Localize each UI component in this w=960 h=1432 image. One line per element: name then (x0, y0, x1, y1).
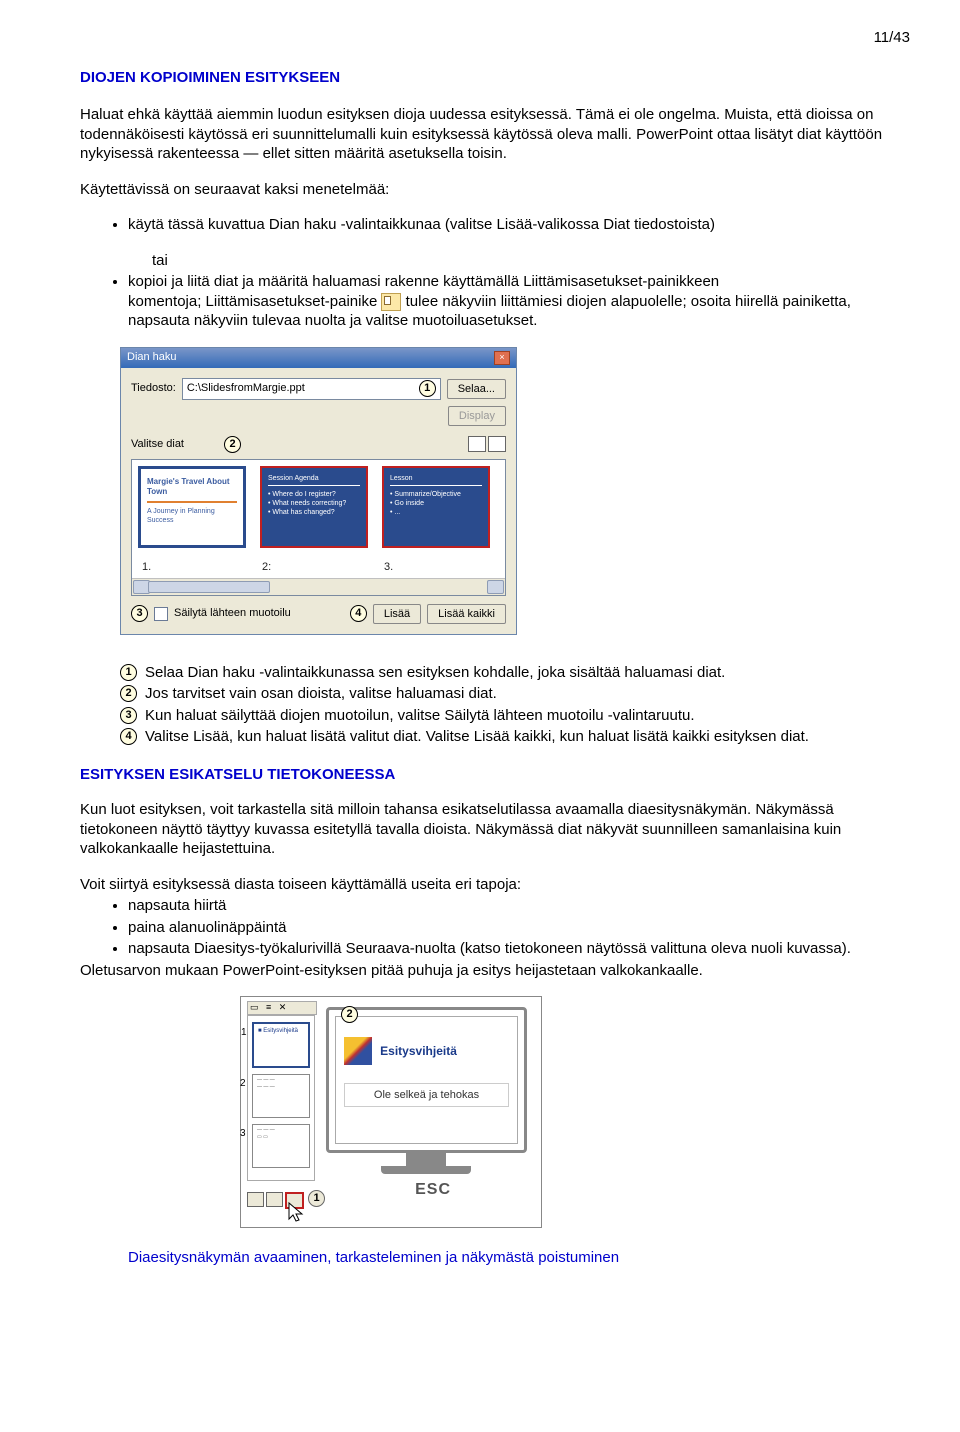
close-icon[interactable]: × (494, 351, 510, 365)
slide-thumbnail[interactable]: Session Agenda • Where do I register?• W… (260, 466, 368, 548)
thumb-title: Margie's Travel About Town (147, 477, 237, 498)
legend-text: Selaa Dian haku -valintaikkunassa sen es… (145, 663, 910, 683)
slide-num: 3 (240, 1127, 246, 1140)
legend-item: 2 Jos tarvitset vain osan dioista, valit… (120, 684, 910, 704)
keep-formatting-checkbox[interactable] (154, 607, 168, 621)
dialog-titlebar: Dian haku × (121, 348, 516, 368)
paragraph-preview-3: Oletusarvon mukaan PowerPoint-esityksen … (80, 961, 910, 981)
file-label: Tiedosto: (131, 381, 176, 395)
monitor-slide-title: Esitysvihjeitä (380, 1044, 457, 1058)
scroll-right-icon[interactable] (487, 580, 504, 594)
slide-label: 3. (384, 560, 393, 574)
dialog-slide-finder: Dian haku × Tiedosto: C:\SlidesfromMargi… (120, 347, 517, 635)
select-slides-label: Valitse diat (131, 437, 184, 451)
browse-button[interactable]: Selaa... (447, 379, 506, 399)
monitor-slide: 2 Esitysvihjeitä Ole selkeä ja tehokas (335, 1016, 518, 1144)
legend-num-3: 3 (120, 707, 137, 724)
navigation-list: napsauta hiirtä paina alanuolinäppäintä … (80, 896, 910, 959)
cursor-icon (287, 1201, 307, 1225)
methods-list-2: kopioi ja liitä diat ja määritä haluamas… (80, 272, 910, 331)
paste-options-icon (381, 293, 401, 311)
file-value: C:\SlidesfromMargie.ppt (187, 381, 305, 395)
scroll-thumb[interactable] (148, 581, 270, 593)
slide-picker: Margie's Travel About Town A Journey in … (131, 459, 506, 596)
callout-fig2-1: 1 (308, 1190, 325, 1207)
list-view-icon[interactable] (488, 436, 506, 452)
callout-3: 3 (131, 605, 148, 622)
thumb-subtitle: A Journey in Planning Success (147, 507, 237, 525)
panel-slide-2[interactable]: 2 — — —— — — (252, 1074, 310, 1118)
panel-slide-1[interactable]: 1 ■ Esitysvihjeitä (252, 1022, 310, 1068)
legend-num-4: 4 (120, 728, 137, 745)
heading-copy-slides: DIOJEN KOPIOIMINEN ESITYKSEEN (80, 68, 910, 88)
legend-text: Valitse Lisää, kun haluat lisätä valitut… (145, 727, 910, 747)
footer-link: Diaesitysnäkymän avaaminen, tarkastelemi… (128, 1248, 910, 1268)
view-buttons[interactable]: 1 (247, 1192, 323, 1209)
slide-panel: 1 ■ Esitysvihjeitä 2 — — —— — — 3 — — —▭… (247, 1015, 315, 1181)
heading-preview: ESITYKSEN ESIKATSELU TIETOKONEESSA (80, 765, 910, 785)
legend-num-2: 2 (120, 685, 137, 702)
slide-accent-icon (344, 1037, 372, 1065)
slide-thumbnail[interactable]: Margie's Travel About Town A Journey in … (138, 466, 246, 548)
horizontal-scrollbar[interactable] (132, 578, 505, 595)
monitor-figure: ▭ ≡ ✕ 1 ■ Esitysvihjeitä 2 — — —— — — 3 … (240, 996, 542, 1228)
text: komentoja; Liittämisasetukset-painike (128, 293, 381, 310)
legend-text: Jos tarvitset vain osan dioista, valitse… (145, 684, 910, 704)
legend-item: 1 Selaa Dian haku -valintaikkunassa sen … (120, 663, 910, 683)
legend-item: 4 Valitse Lisää, kun haluat lisätä valit… (120, 727, 910, 747)
dialog-title-text: Dian haku (127, 350, 177, 364)
slide-num: 1 (241, 1026, 247, 1039)
slide-num: 2 (240, 1077, 246, 1090)
paragraph-methods: Käytettävissä on seuraavat kaksi menetel… (80, 180, 910, 200)
list-item: kopioi ja liitä diat ja määritä haluamas… (128, 272, 910, 331)
callout-4: 4 (350, 605, 367, 622)
callout-fig2-2: 2 (341, 1006, 358, 1023)
display-button[interactable]: Display (448, 406, 506, 426)
esc-label: ESC (415, 1180, 451, 1201)
methods-list: käytä tässä kuvattua Dian haku -valintai… (80, 215, 910, 235)
callout-legend: 1 Selaa Dian haku -valintaikkunassa sen … (120, 663, 910, 747)
list-item: napsauta Diaesitys-työkalurivillä Seuraa… (128, 939, 910, 959)
legend-num-1: 1 (120, 664, 137, 681)
monitor-slide-subtitle: Ole selkeä ja tehokas (344, 1083, 509, 1107)
monitor-screen: 2 Esitysvihjeitä Ole selkeä ja tehokas (326, 1007, 527, 1153)
view-mode-icons[interactable] (468, 436, 506, 452)
figure-monitor: ▭ ≡ ✕ 1 ■ Esitysvihjeitä 2 — — —— — — 3 … (240, 996, 910, 1228)
list-item: napsauta hiirtä (128, 896, 910, 916)
add-all-button[interactable]: Lisää kaikki (427, 604, 506, 624)
thumbnail-view-icon[interactable] (468, 436, 486, 452)
legend-item: 3 Kun haluat säilyttää diojen muotoilun,… (120, 706, 910, 726)
list-item: paina alanuolinäppäintä (128, 918, 910, 938)
slide-thumbnail[interactable]: Lesson • Summarize/Objective• Go inside•… (382, 466, 490, 548)
normal-view-icon[interactable] (247, 1192, 264, 1207)
paragraph-intro: Haluat ehkä käyttää aiemmin luodun esity… (80, 105, 910, 164)
file-input[interactable]: C:\SlidesfromMargie.ppt 1 (182, 378, 441, 400)
figure-slide-finder: Dian haku × Tiedosto: C:\SlidesfromMargi… (120, 347, 910, 635)
paragraph-preview-1: Kun luot esityksen, voit tarkastella sit… (80, 800, 910, 859)
callout-1: 1 (419, 380, 436, 397)
page-number: 11/43 (80, 28, 910, 48)
paragraph-preview-2: Voit siirtyä esityksessä diasta toiseen … (80, 875, 910, 895)
list-item: käytä tässä kuvattua Dian haku -valintai… (128, 215, 910, 235)
text: Haluat ehkä käyttää aiemmin luodun esity… (80, 106, 724, 123)
callout-2: 2 (224, 436, 241, 453)
text: kopioi ja liitä diat ja määritä haluamas… (128, 273, 719, 290)
legend-text: Kun haluat säilyttää diojen muotoilun, v… (145, 706, 910, 726)
tabs: ▭ ≡ ✕ (247, 1001, 317, 1015)
monitor-base (381, 1166, 471, 1174)
slide-label: 1. (142, 560, 151, 574)
dialog-footer: 3 Säilytä lähteen muotoilu 4 Lisää Lisää… (131, 604, 506, 624)
sorter-view-icon[interactable] (266, 1192, 283, 1207)
keep-formatting-label: Säilytä lähteen muotoilu (174, 606, 344, 620)
panel-slide-3[interactable]: 3 — — —▭ ▭ (252, 1124, 310, 1168)
add-button[interactable]: Lisää (373, 604, 421, 624)
dialog-body: Tiedosto: C:\SlidesfromMargie.ppt 1 Sela… (121, 368, 516, 634)
thumb-title: Lesson (390, 474, 482, 486)
slide-label: 2: (262, 560, 271, 574)
thumb-title: Session Agenda (268, 474, 360, 486)
tai-label: tai (80, 251, 910, 271)
